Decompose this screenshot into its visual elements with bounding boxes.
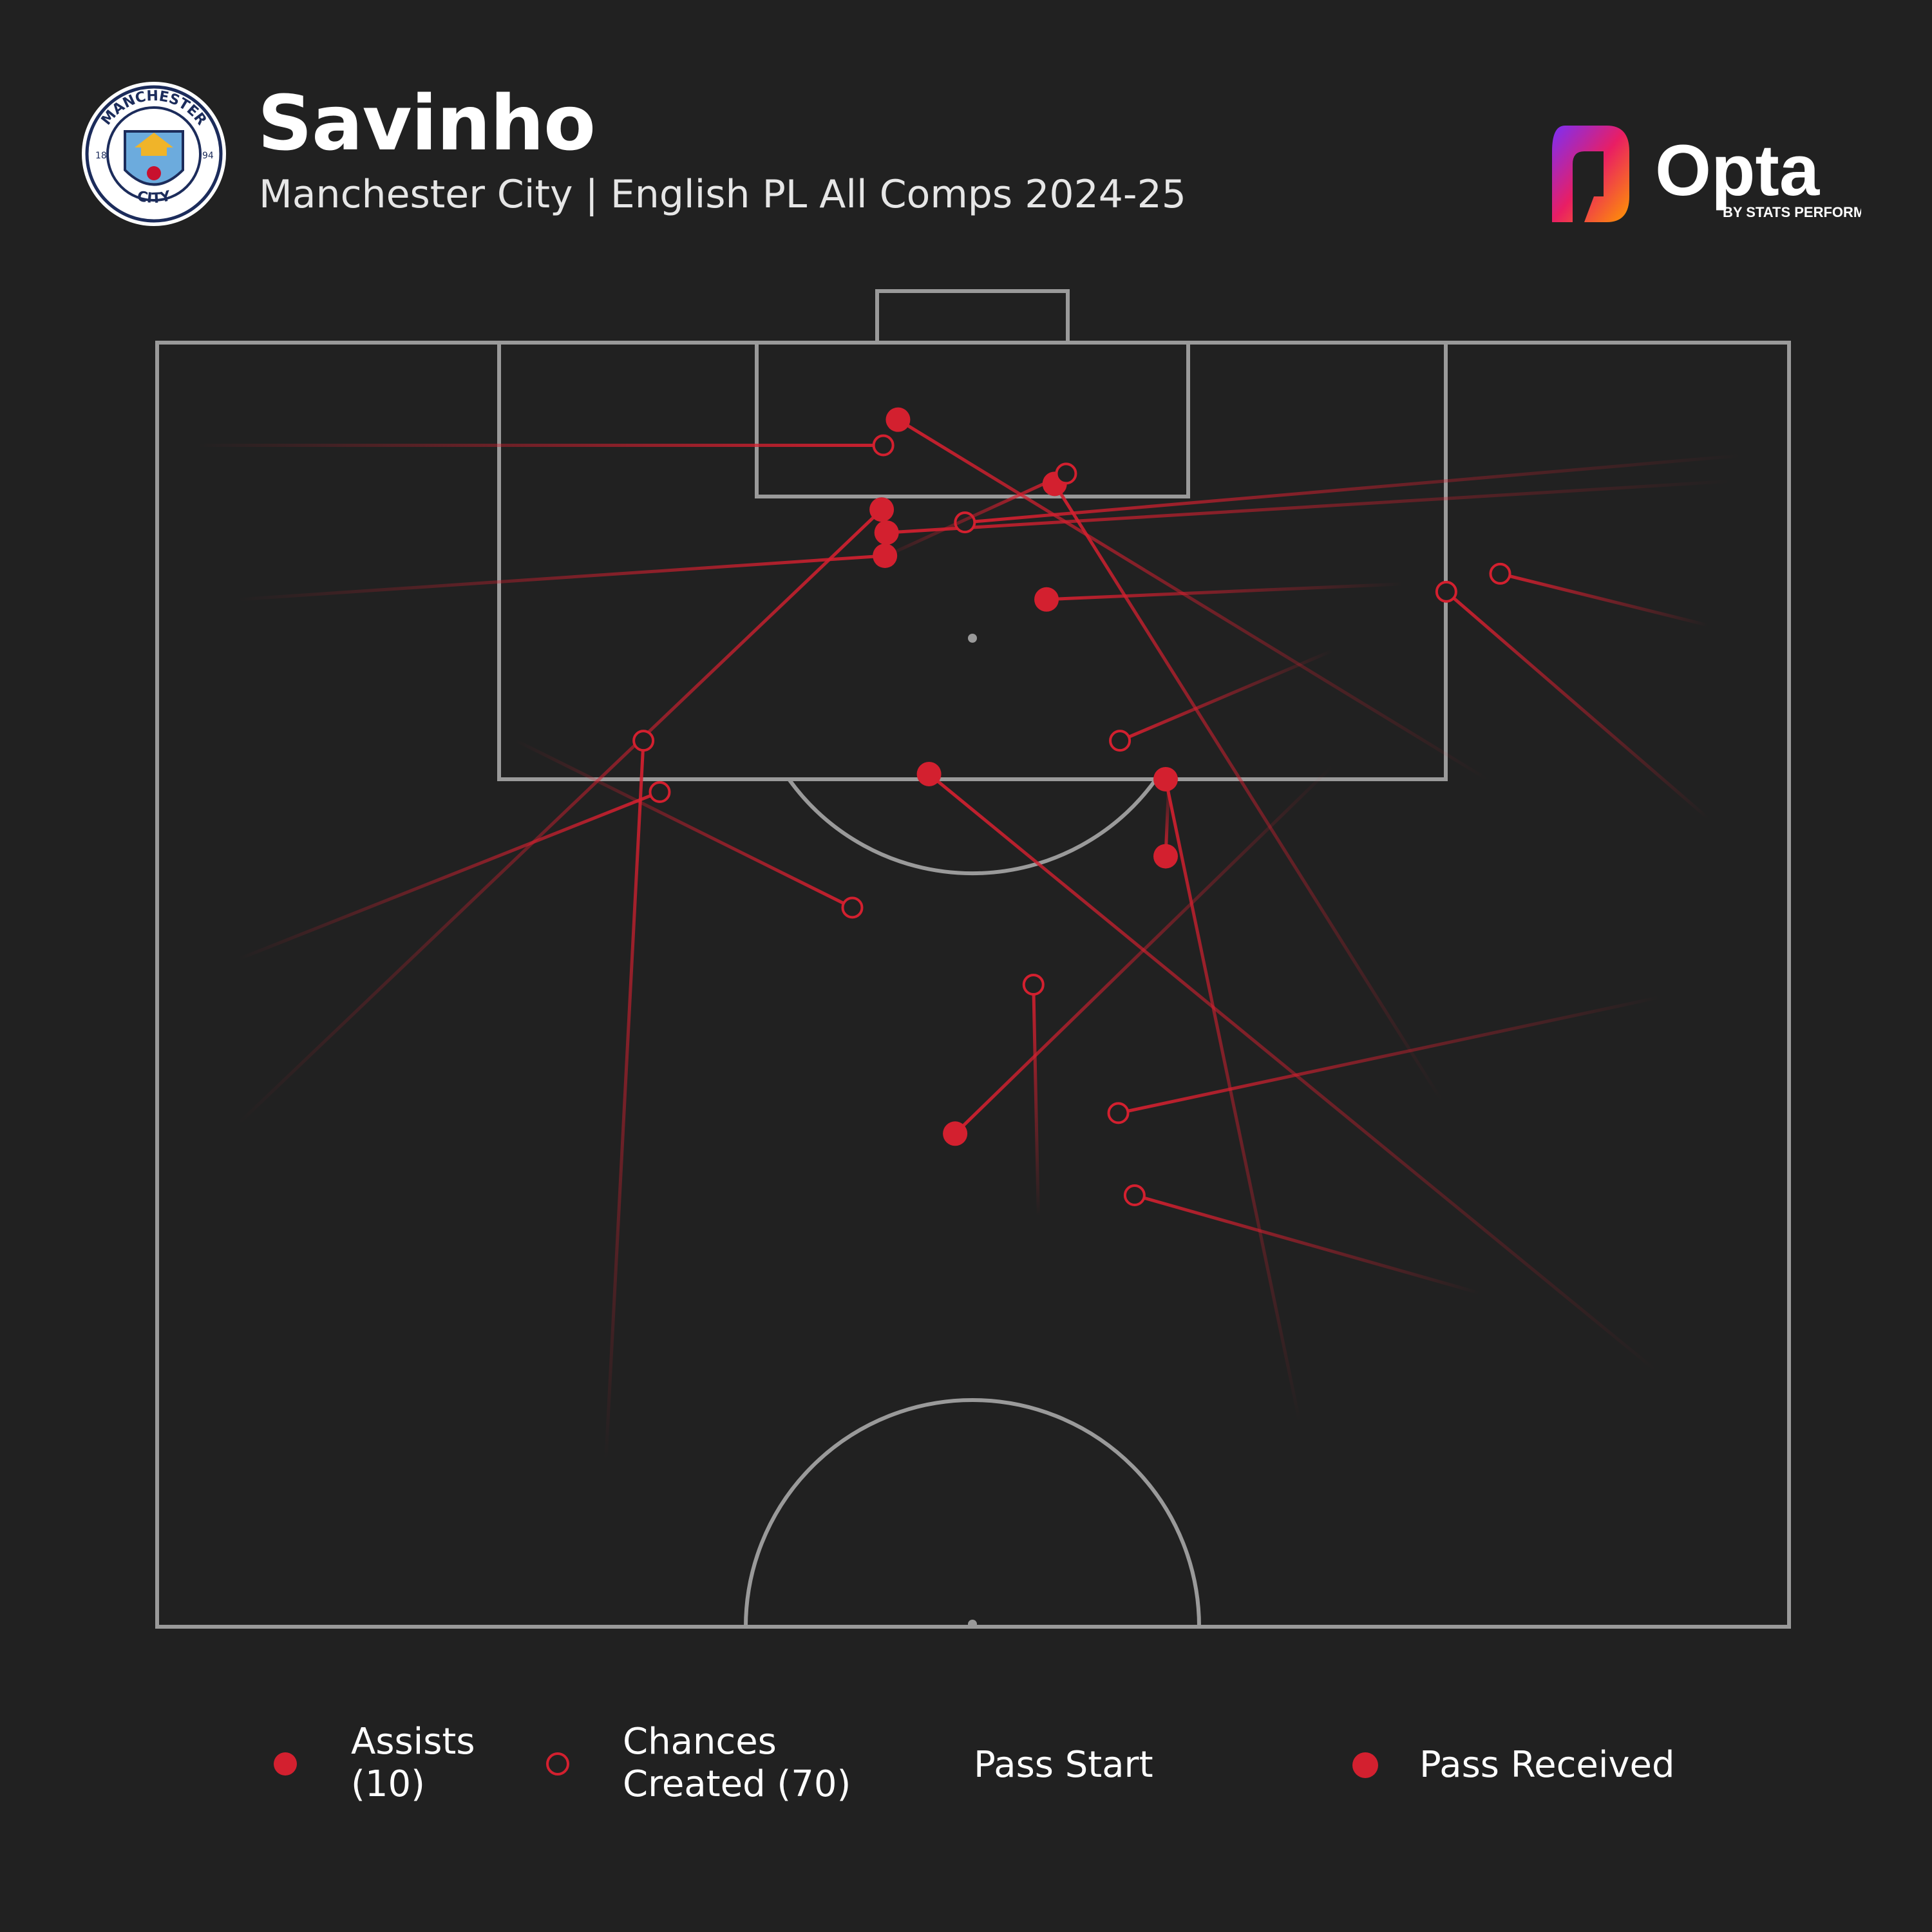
legend-chances: Chances Created (70)	[623, 1721, 851, 1806]
assist-receive-point	[1034, 587, 1059, 612]
assist-pass-line	[238, 554, 886, 601]
chance-receive-point	[1107, 1102, 1130, 1124]
assist-receive-point	[874, 520, 899, 545]
assist-pass-line	[1164, 779, 1171, 857]
legend-pass-start: Pass Start	[974, 1744, 1153, 1786]
legend-chance-marker	[546, 1752, 569, 1776]
legend-chances-label: Chances	[623, 1721, 777, 1763]
chance-pass-line	[515, 739, 853, 909]
pitch-outline	[155, 341, 1791, 1629]
chance-pass-line	[1134, 1193, 1480, 1294]
crest-year-left: 18	[95, 151, 107, 161]
chance-receive-point	[1435, 580, 1457, 603]
assist-pass-line	[927, 773, 1656, 1372]
assist-receive-point	[943, 1121, 968, 1146]
pitch-markings	[155, 289, 1791, 1629]
assist-receive-point	[886, 407, 911, 432]
chance-pass-line	[1032, 984, 1040, 1216]
chance-receive-point	[1123, 1184, 1146, 1207]
assist-receive-point	[916, 761, 942, 786]
legend-assist-marker	[274, 1752, 297, 1776]
chance-pass-line	[1445, 590, 1709, 819]
assist-receive-point	[1153, 766, 1179, 791]
legend	[274, 1752, 1378, 1778]
crest-year-right: 94	[202, 151, 214, 161]
chance-receive-point	[632, 730, 655, 752]
opta-wordmark: Opta	[1655, 130, 1820, 211]
centre-spot	[968, 1620, 977, 1629]
penalty-spot	[968, 634, 977, 643]
assist-pass-line	[1164, 779, 1302, 1422]
assist-pass-line	[897, 418, 1488, 781]
assist-pass-line	[954, 765, 1334, 1135]
chance-receive-point	[1022, 974, 1045, 996]
chance-pass-line	[604, 741, 645, 1460]
manchester-city-crest-icon: MANCHESTER CITY 18 94	[82, 82, 226, 226]
opta-byline: BY STATS PERFORM	[1723, 204, 1861, 220]
chance-pass-line	[965, 453, 1741, 524]
legend-assists-label: Assists	[351, 1721, 475, 1763]
chance-pass-line	[238, 790, 661, 961]
penalty-area	[497, 341, 1448, 781]
legend-pass-received-marker	[1352, 1752, 1378, 1778]
chance-pass-line	[874, 472, 1067, 563]
chance-receive-point	[1109, 730, 1132, 752]
chance-receive-point	[649, 781, 671, 803]
centre-circle	[744, 1398, 1201, 1627]
svg-text:CITY: CITY	[135, 188, 173, 207]
legend-chances-count: Created (70)	[623, 1763, 851, 1806]
goal	[875, 289, 1070, 345]
legend-assists: Assists (10)	[351, 1721, 475, 1806]
chance-pass-line	[1499, 572, 1708, 627]
assist-pass-line	[1053, 483, 1443, 1101]
chance-receive-point	[872, 434, 895, 457]
opta-logo-icon: Opta BY STATS PERFORM	[1552, 126, 1861, 222]
crest-bottom-text: CITY	[135, 188, 173, 207]
chance-receive-point	[1055, 462, 1077, 485]
assist-pass-line	[1046, 582, 1403, 601]
page-subtitle: Manchester City | English PL All Comps 2…	[259, 172, 1186, 217]
chance-receive-point	[841, 896, 864, 919]
assist-pass-line	[237, 508, 883, 1125]
assist-pass-line	[886, 479, 1729, 535]
chance-pass-line	[1119, 649, 1333, 743]
assist-receive-point	[869, 497, 895, 522]
legend-assists-count: (10)	[351, 1763, 425, 1806]
legend-pass-received: Pass Received	[1419, 1744, 1675, 1786]
penalty-arc	[787, 778, 1158, 876]
chance-pass-line	[1118, 996, 1659, 1115]
page-title: Savinho	[258, 79, 596, 167]
assist-receive-point	[1153, 844, 1179, 869]
six-yard-box	[755, 341, 1190, 498]
chance-receive-point	[1489, 562, 1511, 585]
